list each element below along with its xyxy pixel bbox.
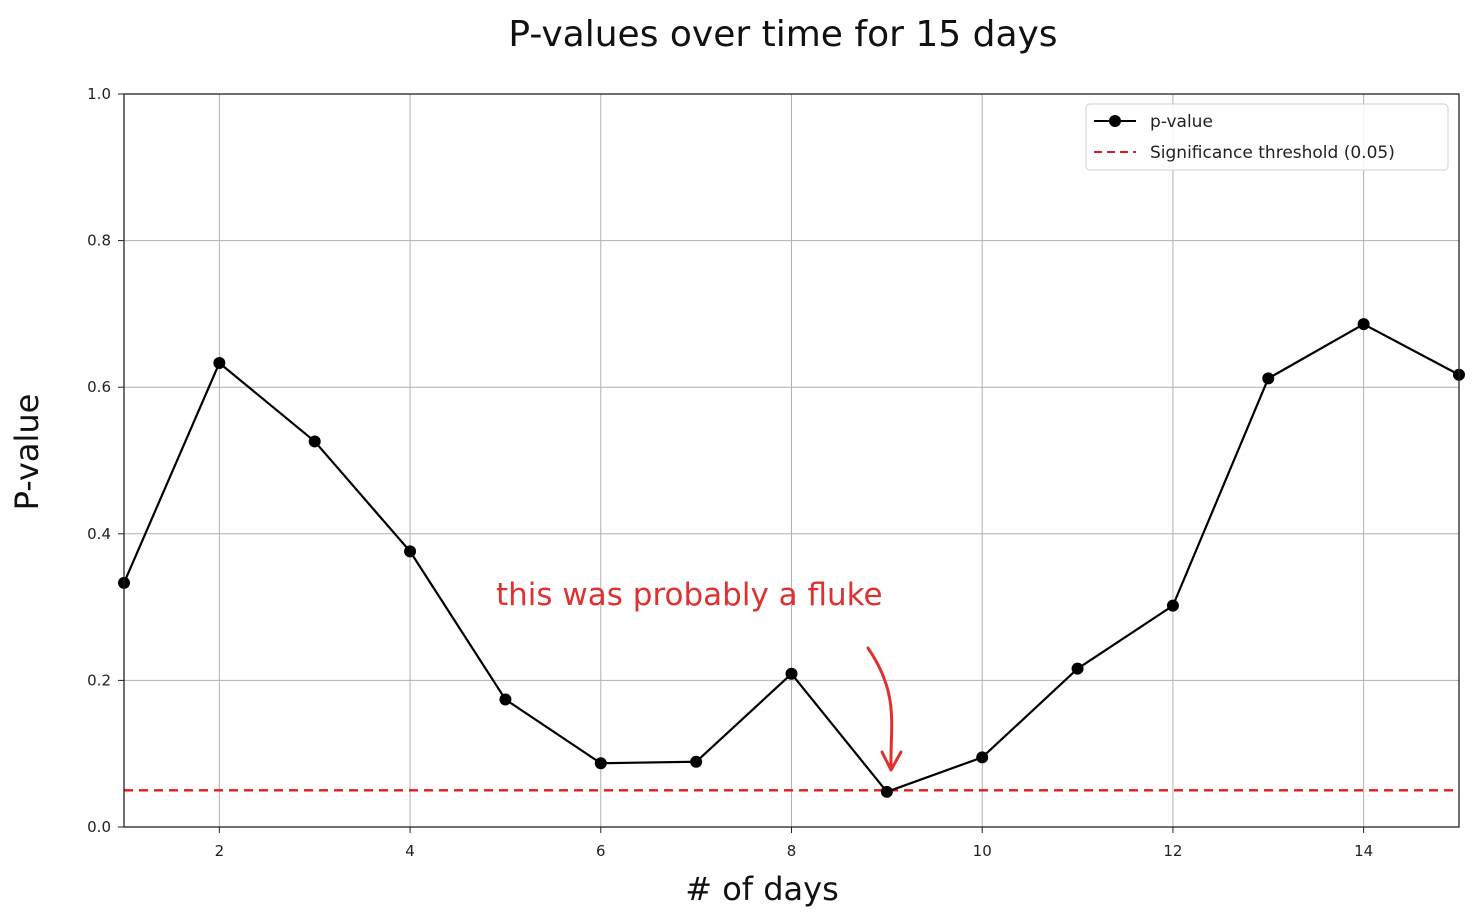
data-point <box>1262 372 1275 385</box>
annotation-arrowhead <box>880 750 903 772</box>
data-point <box>785 667 798 680</box>
y-tick-label: 1.0 <box>87 85 111 103</box>
x-tick-label: 14 <box>1354 842 1373 860</box>
tick-layer: 2 4 6 8 10 12 14 0.0 0.2 0.4 0.6 0.8 1.0 <box>87 85 1373 860</box>
y-tick-label: 0.4 <box>87 525 111 543</box>
data-point <box>880 785 893 798</box>
x-tick-label: 6 <box>596 842 606 860</box>
y-tick-label: 0.8 <box>87 232 111 250</box>
legend-box <box>1085 103 1449 171</box>
legend-threshold-label: Significance threshold (0.05) <box>1150 143 1395 163</box>
legend-series-label: p-value <box>1150 112 1213 132</box>
x-axis-label: # of days <box>685 870 839 908</box>
chart-title: P-values over time for 15 days <box>508 14 1057 55</box>
data-point <box>213 357 226 370</box>
data-point <box>404 545 417 558</box>
y-axis-label: P-value <box>8 394 46 511</box>
data-point <box>690 755 703 768</box>
data-point <box>1357 318 1370 331</box>
annotation-text: this was probably a fluke <box>496 577 883 613</box>
series-layer <box>118 318 1465 798</box>
data-point <box>976 751 989 764</box>
grid <box>124 93 1459 828</box>
legend-series-marker <box>1109 115 1121 127</box>
data-point <box>499 693 512 706</box>
annotation-arrow <box>866 646 894 771</box>
legend: p-value Significance threshold (0.05) <box>1085 103 1449 171</box>
y-tick-label: 0.0 <box>87 818 111 836</box>
x-tick-label: 10 <box>973 842 992 860</box>
data-point <box>1071 662 1084 675</box>
data-point <box>308 435 321 448</box>
x-tick-label: 8 <box>787 842 797 860</box>
x-tick-label: 12 <box>1163 842 1182 860</box>
y-tick-label: 0.2 <box>87 671 111 689</box>
x-tick-label: 2 <box>215 842 225 860</box>
data-point <box>1166 599 1179 612</box>
y-tick-label: 0.6 <box>87 378 111 396</box>
data-point <box>594 757 607 770</box>
x-tick-label: 4 <box>405 842 415 860</box>
